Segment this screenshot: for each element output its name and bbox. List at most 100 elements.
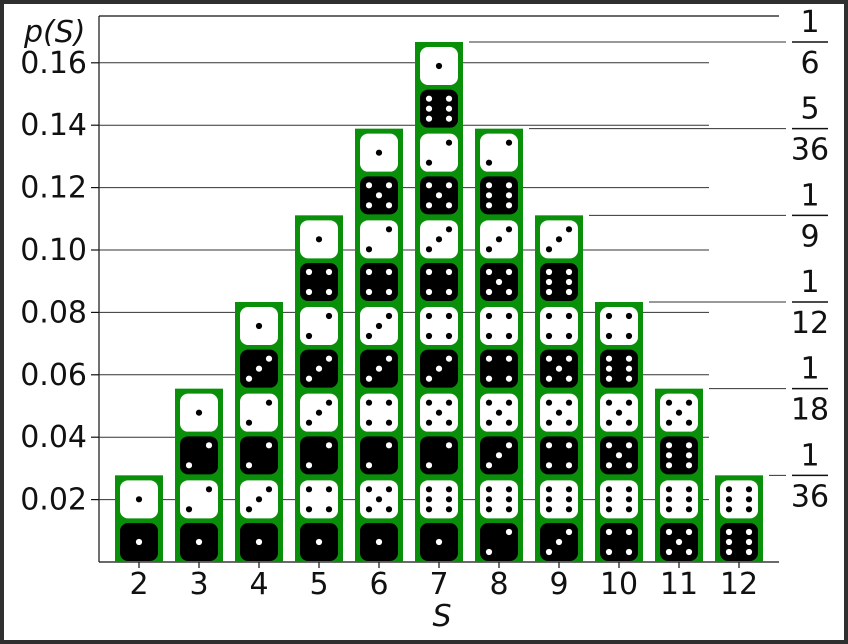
x-tick-label: 3 xyxy=(189,567,208,602)
bar-column-8 xyxy=(475,128,523,562)
die-pip xyxy=(625,332,633,340)
die-pip xyxy=(545,278,553,286)
die-pip xyxy=(445,202,453,209)
die-pip xyxy=(505,399,513,406)
die-pip xyxy=(245,419,253,426)
die-pip xyxy=(505,288,513,296)
die-pip xyxy=(605,496,613,503)
black-die-face xyxy=(600,349,638,388)
black-die-face xyxy=(600,523,638,561)
die-pip xyxy=(675,538,683,546)
fraction-numerator: 1 xyxy=(800,352,819,387)
fraction-denominator: 18 xyxy=(791,393,829,428)
die-pip xyxy=(565,312,573,320)
die-pip xyxy=(425,462,433,469)
die-pip xyxy=(255,538,263,546)
fraction-numerator: 1 xyxy=(800,265,819,300)
die-pip xyxy=(365,399,373,406)
die-pip xyxy=(445,355,453,362)
white-die-face xyxy=(600,307,638,345)
black-die-face xyxy=(300,436,338,475)
die-pip xyxy=(425,105,433,112)
dice-sum-probability-chart: 0.020.040.060.080.100.120.140.1616536191… xyxy=(20,5,829,634)
die-pip xyxy=(325,268,333,276)
x-tick-label: 7 xyxy=(429,567,448,602)
die-pip xyxy=(625,312,633,320)
die-pip xyxy=(665,399,673,406)
white-die-face xyxy=(360,393,398,432)
die-pip xyxy=(505,506,513,513)
die-pip xyxy=(565,268,573,276)
die-pip xyxy=(745,486,753,493)
fraction-numerator: 1 xyxy=(800,5,819,40)
die-pip xyxy=(685,506,693,513)
die-pip xyxy=(565,506,573,513)
die-pip xyxy=(425,399,433,406)
black-die-face xyxy=(420,263,458,301)
x-tick-label: 12 xyxy=(720,567,758,602)
die-pip xyxy=(685,419,693,426)
die-pip xyxy=(425,202,433,209)
die-pip xyxy=(245,375,253,382)
die-pip xyxy=(485,462,493,469)
die-pip xyxy=(445,95,453,102)
die-pip xyxy=(315,365,323,372)
die-pip xyxy=(625,375,633,382)
die-pip xyxy=(315,236,323,243)
y-tick-label: 0.16 xyxy=(20,46,87,81)
die-pip xyxy=(425,312,433,320)
die-pip xyxy=(445,399,453,406)
die-pip xyxy=(445,486,453,493)
die-pip xyxy=(425,115,433,122)
y-tick-label: 0.08 xyxy=(20,295,87,330)
die-pip xyxy=(425,288,433,296)
x-tick-label: 2 xyxy=(129,567,148,602)
die-pip xyxy=(375,496,383,503)
die-pip xyxy=(325,506,333,513)
die-pip xyxy=(425,159,433,166)
die-pip xyxy=(305,506,313,513)
die-pip xyxy=(375,149,383,156)
x-tick-label: 10 xyxy=(600,567,638,602)
die-pip xyxy=(435,62,443,70)
black-die-face xyxy=(660,436,698,475)
die-pip xyxy=(385,506,393,513)
die-pip xyxy=(565,375,573,382)
bar-column-11 xyxy=(655,388,703,562)
die-pip xyxy=(625,506,633,513)
die-pip xyxy=(685,528,693,536)
die-pip xyxy=(505,202,513,209)
die-pip xyxy=(135,538,143,546)
die-pip xyxy=(315,409,323,416)
die-pip xyxy=(625,528,633,536)
die-pip xyxy=(545,419,553,426)
white-die-face xyxy=(240,393,278,432)
die-pip xyxy=(365,288,373,296)
white-die-face xyxy=(360,220,398,259)
die-pip xyxy=(605,528,613,536)
die-pip xyxy=(365,419,373,426)
die-pip xyxy=(495,278,503,286)
die-pip xyxy=(425,419,433,426)
die-pip xyxy=(445,139,453,146)
die-pip xyxy=(605,419,613,426)
die-pip xyxy=(665,419,673,426)
die-pip xyxy=(685,462,693,469)
die-pip xyxy=(625,399,633,406)
die-pip xyxy=(605,506,613,513)
die-pip xyxy=(315,538,323,546)
die-pip xyxy=(495,452,503,459)
fraction-numerator: 5 xyxy=(800,92,819,127)
die-pip xyxy=(725,506,733,513)
die-pip xyxy=(375,322,383,330)
die-pip xyxy=(205,442,213,449)
die-pip xyxy=(385,399,393,406)
die-pip xyxy=(485,332,493,340)
y-tick-label: 0.04 xyxy=(20,420,87,455)
die-pip xyxy=(445,312,453,320)
die-pip xyxy=(425,496,433,503)
die-pip xyxy=(505,192,513,199)
bar-column-7 xyxy=(415,41,463,562)
y-tick-label: 0.06 xyxy=(20,358,87,393)
die-pip xyxy=(565,332,573,340)
